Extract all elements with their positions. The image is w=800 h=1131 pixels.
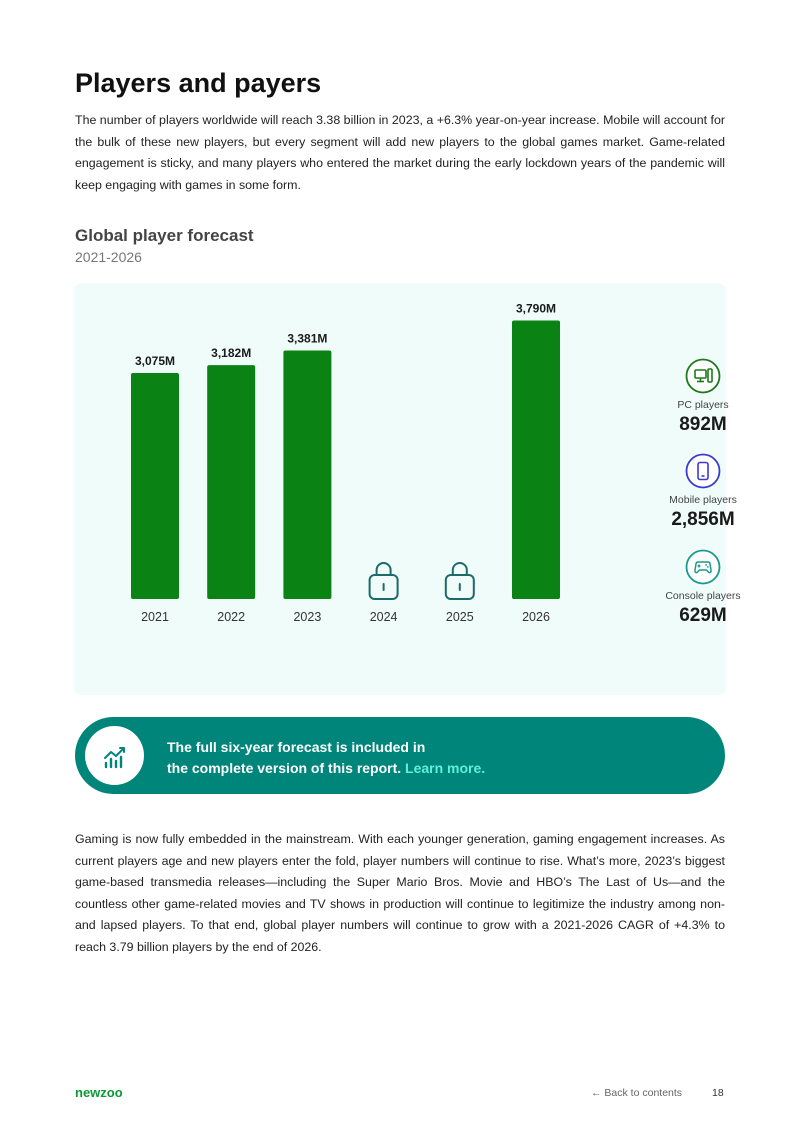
bar [283,350,332,599]
pc-players-stat: PC players 892M [643,358,763,436]
gamepad-icon [685,549,721,585]
bar [512,320,560,599]
x-tick-label: 2022 [217,610,245,624]
bar [131,373,179,599]
bar-value-label: 3,790M [516,301,556,315]
chart-icon-badge [85,726,144,785]
x-tick-label: 2023 [293,610,321,624]
pc-players-value: 892M [679,414,727,435]
x-tick-label: 2025 [446,610,474,624]
bar [207,365,256,599]
lock-icon [368,562,399,600]
lock-icon [444,562,475,600]
pc-players-label: PC players [677,399,729,411]
bar-value-label: 3,182M [211,346,251,360]
console-players-stat: Console players 629M [643,549,763,627]
bar-value-label: 3,075M [135,354,175,368]
chart-subtitle: 2021-2026 [75,249,142,265]
chart-panel: 2021 3,075M 2022 3,182M 2023 3,381M 2024 2025 20… [74,283,741,695]
banner-line1: The full six-year forecast is included i… [167,739,426,755]
learn-more-link[interactable]: Learn more. [405,760,486,776]
x-tick-label: 2024 [370,610,398,624]
page-title: Players and payers [75,68,322,98]
mobile-icon [685,453,721,489]
back-to-contents-link[interactable]: ← Back to contents [591,1087,683,1099]
body-paragraph: Gaming is now fully embedded in the main… [75,832,725,954]
page-number: 18 [712,1087,724,1099]
pc-icon [685,358,721,394]
intro-paragraph: The number of players worldwide will rea… [75,113,725,192]
banner-line2: the complete version of this report. [167,760,402,776]
chart-icon [104,747,125,769]
mobile-players-value: 2,856M [671,509,735,530]
bar-value-label: 3,381M [287,332,327,346]
banner-text: The full six-year forecast is included i… [167,737,485,779]
newzoo-logo: newzoo [75,1085,123,1100]
x-tick-label: 2026 [522,610,550,624]
player-forecast-chart: 2021 3,075M 2022 3,182M 2023 3,381M 2024 2025 20… [131,301,560,624]
console-players-value: 629M [679,605,727,626]
console-players-label: Console players [665,590,741,602]
mobile-players-label: Mobile players [669,494,737,506]
x-tick-label: 2021 [141,610,169,624]
forecast-banner: The full six-year forecast is included i… [75,717,725,794]
mobile-players-stat: Mobile players 2,856M [643,453,763,531]
chart-title: Global player forecast [75,226,254,245]
